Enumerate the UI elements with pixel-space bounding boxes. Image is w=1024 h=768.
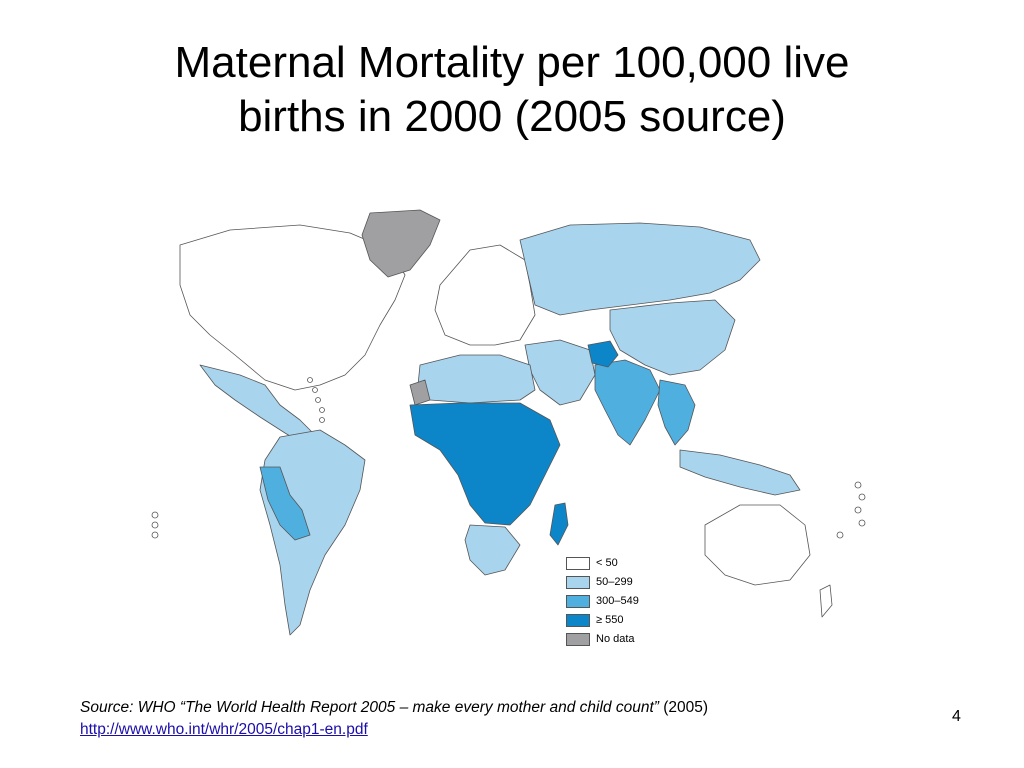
legend-item-no-data: No data	[566, 630, 686, 649]
legend-swatch	[566, 633, 590, 646]
legend-label: 300–549	[596, 595, 639, 607]
region-western-sahara	[409, 379, 431, 406]
legend-label: ≥ 550	[596, 614, 624, 626]
region-andes	[259, 466, 311, 541]
world-map	[140, 205, 900, 655]
legend-swatch	[566, 595, 590, 608]
region-russia	[519, 222, 761, 316]
region-south-asia	[594, 359, 661, 446]
region-europe	[434, 244, 536, 346]
legend-item-ge550: ≥ 550	[566, 611, 686, 630]
region-sub-saharan-africa	[409, 402, 561, 526]
map-legend: < 50 50–299 300–549 ≥ 550 No data	[566, 554, 686, 649]
legend-swatch	[566, 576, 590, 589]
source-link[interactable]: http://www.who.int/whr/2005/chap1-en.pdf	[80, 721, 368, 738]
region-indonesia	[679, 449, 801, 496]
world-map-svg	[151, 209, 866, 636]
region-southeast-asia	[657, 379, 696, 446]
island-markers	[151, 377, 866, 539]
legend-label: 50–299	[596, 576, 633, 588]
slide-title: Maternal Mortality per 100,000 live birt…	[0, 36, 1024, 144]
legend-swatch	[566, 557, 590, 570]
region-middle-east	[524, 339, 596, 406]
region-north-africa	[417, 354, 536, 404]
region-australia	[704, 504, 811, 586]
region-afghanistan	[587, 340, 619, 368]
region-north-america	[179, 224, 406, 391]
region-greenland	[361, 209, 441, 278]
source-citation: Source: WHO “The World Health Report 200…	[80, 697, 708, 741]
region-southern-africa	[464, 524, 521, 576]
page-number: 4	[952, 708, 961, 725]
region-madagascar	[549, 502, 569, 546]
legend-item-300-549: 300–549	[566, 592, 686, 611]
legend-label: < 50	[596, 557, 618, 569]
legend-label: No data	[596, 633, 635, 645]
source-text: Source: WHO “The World Health Report 200…	[80, 699, 659, 716]
region-new-zealand	[819, 584, 833, 618]
region-south-america	[259, 429, 366, 636]
source-year: (2005)	[663, 699, 709, 716]
legend-item-lt50: < 50	[566, 554, 686, 573]
title-line-2: births in 2000 (2005 source)	[238, 92, 786, 141]
region-east-asia	[609, 299, 736, 376]
legend-item-50-299: 50–299	[566, 573, 686, 592]
legend-swatch	[566, 614, 590, 627]
title-line-1: Maternal Mortality per 100,000 live	[174, 38, 850, 87]
